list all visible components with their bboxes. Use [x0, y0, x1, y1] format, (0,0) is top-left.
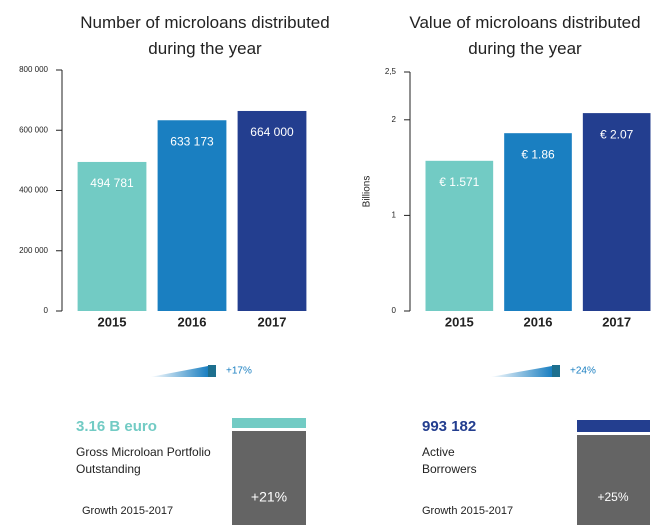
stat-value: 3.16 B euro: [76, 418, 157, 435]
y-tick-label: 200 000: [19, 246, 48, 255]
chart-title: Number of microloans distributed during …: [80, 13, 330, 58]
stat-block: [232, 431, 306, 525]
bar: [237, 110, 307, 311]
value-label: 494 781: [90, 176, 134, 190]
bar: [425, 160, 494, 311]
x-tick-label: 2015: [445, 314, 474, 329]
stat-period: Growth 2015-2017: [82, 505, 174, 517]
y-tick-label: 600 000: [19, 125, 48, 134]
x-tick-label: 2017: [258, 314, 287, 329]
growth-wedge-end: [208, 365, 216, 377]
growth-wedge-end: [552, 365, 560, 377]
y-tick-label: 2: [392, 115, 397, 124]
x-tick-label: 2015: [98, 314, 127, 329]
growth-label: +17%: [226, 366, 252, 377]
stat-block: [577, 435, 650, 525]
stat-growth: +21%: [251, 489, 287, 505]
y-tick-label: 0: [392, 306, 397, 315]
stat-strip: [232, 418, 306, 428]
y-tick-label: 800 000: [19, 65, 48, 74]
stat-period: Growth 2015-2017: [422, 505, 514, 517]
growth-wedge: [150, 366, 208, 377]
stat-growth: +25%: [597, 490, 628, 504]
value-label: € 1.571: [439, 175, 479, 189]
bar: [77, 161, 147, 311]
growth-wedge: [490, 366, 552, 377]
bar: [582, 113, 651, 311]
y-tick-label: 400 000: [19, 186, 48, 195]
stat-value: 993 182: [422, 418, 477, 435]
chart-title: Value of microloans distributed during t…: [409, 13, 641, 58]
y-tick-label: 2,5: [385, 67, 397, 76]
bar: [157, 120, 227, 312]
x-tick-label: 2016: [178, 314, 207, 329]
value-label: 664 000: [250, 125, 294, 139]
y-tick-label: 0: [44, 306, 49, 315]
y-axis-label: Billions: [362, 176, 373, 208]
x-tick-label: 2016: [524, 314, 553, 329]
stat-description: Active Borrowers: [422, 445, 477, 476]
y-tick-label: 1: [392, 211, 397, 220]
stat-description: Gross Microloan Portfolio Outstanding: [76, 445, 211, 476]
value-label: 633 173: [170, 134, 214, 148]
growth-label: +24%: [570, 366, 596, 377]
x-tick-label: 2017: [602, 314, 631, 329]
value-label: € 2.07: [600, 127, 634, 141]
bar: [504, 133, 572, 311]
value-label: € 1.86: [521, 147, 555, 161]
stat-strip: [577, 420, 650, 432]
